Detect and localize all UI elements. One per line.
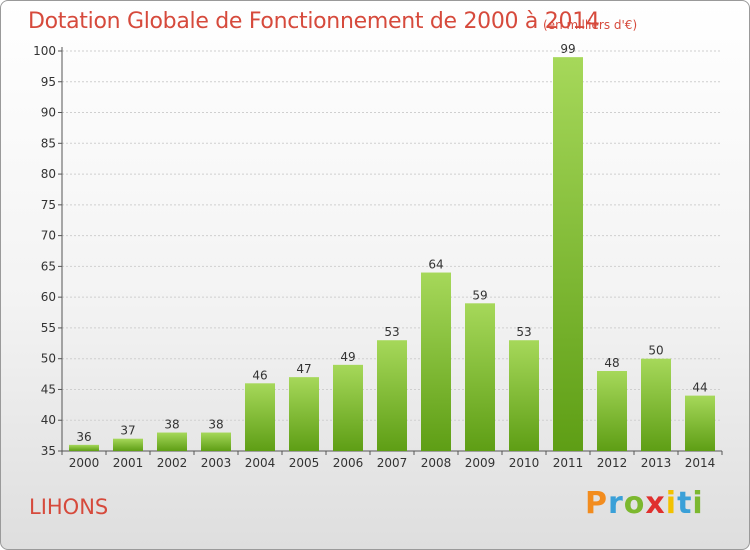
x-tick-label-2006: 2006 (333, 456, 364, 470)
bar-2006 (333, 364, 363, 451)
bar-2004 (245, 383, 275, 451)
y-tick-label: 80 (41, 167, 56, 181)
logo-letter: i (692, 486, 704, 521)
data-label-2012: 48 (604, 356, 619, 370)
grid-lines (58, 50, 722, 452)
bar-2009 (465, 303, 495, 451)
bar-2012 (597, 371, 627, 451)
bar-2010 (509, 340, 539, 451)
bar-2011 (553, 57, 583, 452)
y-tick-label: 100 (33, 44, 56, 58)
bar-2014 (685, 395, 715, 451)
x-tick-label-2007: 2007 (377, 456, 408, 470)
data-label-2014: 44 (692, 381, 707, 395)
x-tick-label-2002: 2002 (157, 456, 188, 470)
bar-2001 (113, 438, 143, 451)
y-tick-label: 60 (41, 290, 56, 304)
bar-2013 (641, 358, 671, 451)
y-tick-label: 90 (41, 106, 56, 120)
logo-letter: t (677, 486, 693, 521)
data-label-2001: 37 (120, 424, 135, 438)
bar-2002 (157, 432, 187, 451)
bar-2007 (377, 340, 407, 451)
logo-letter: x (645, 486, 666, 521)
x-tick-label-2013: 2013 (641, 456, 672, 470)
y-tick-label: 70 (41, 229, 56, 243)
logo-letter: P (585, 486, 608, 521)
x-tick-label-2011: 2011 (553, 456, 584, 470)
y-tick-label: 45 (41, 382, 56, 396)
logo-letter: o (623, 486, 646, 521)
x-tick-label-2014: 2014 (685, 456, 716, 470)
bar-2003 (201, 432, 231, 451)
y-tick-label: 65 (41, 259, 56, 273)
chart-title: Dotation Globale de Fonctionnement de 20… (28, 9, 600, 34)
commune-name: LIHONS (29, 495, 109, 519)
y-tick-label: 95 (41, 75, 56, 89)
data-label-2004: 46 (252, 368, 267, 382)
x-tick-labels: 2000 2001 2002 2003 2004 2005 2006 2007 2008 2009… (69, 456, 716, 470)
bar-2000 (69, 444, 99, 451)
data-label-2000: 36 (76, 430, 91, 444)
data-label-2013: 50 (648, 344, 663, 358)
x-tick-label-2004: 2004 (245, 456, 276, 470)
x-tick-label-2012: 2012 (597, 456, 628, 470)
x-tick-label-2009: 2009 (465, 456, 496, 470)
y-tick-label: 85 (41, 136, 56, 150)
x-tick-label-2008: 2008 (421, 456, 452, 470)
logo-letter: i (665, 486, 678, 521)
bars (69, 57, 715, 452)
x-tick-label-2000: 2000 (69, 456, 100, 470)
bar-2008 (421, 272, 451, 451)
y-tick-label: 35 (41, 444, 56, 458)
logo-letter: r (608, 486, 624, 521)
chart-unit: (en milliers d'€) (543, 18, 638, 32)
data-label-2003: 38 (208, 418, 223, 432)
proxiti-logo: Proxiti (585, 486, 704, 521)
x-tick-label-2001: 2001 (113, 456, 144, 470)
y-tick-labels: 35 40 45 50 55 60 65 70 75 80 85 90 95 100 (33, 44, 56, 458)
y-tick-label: 75 (41, 198, 56, 212)
data-label-2009: 59 (472, 288, 487, 302)
data-label-2005: 47 (296, 362, 311, 376)
y-tick-label: 40 (41, 413, 56, 427)
data-label-2002: 38 (164, 418, 179, 432)
y-tick-label: 55 (41, 321, 56, 335)
data-label-2010: 53 (516, 325, 531, 339)
data-labels: 36 37 38 38 46 47 49 53 64 59 53 99 48 50 44 (76, 42, 707, 444)
x-tick-label-2010: 2010 (509, 456, 540, 470)
x-tick-label-2005: 2005 (289, 456, 320, 470)
data-label-2008: 64 (428, 258, 443, 272)
data-label-2006: 49 (340, 350, 355, 364)
data-label-2011: 99 (560, 42, 575, 56)
bar-2005 (289, 377, 319, 451)
data-label-2007: 53 (384, 325, 399, 339)
y-tick-label: 50 (41, 352, 56, 366)
x-tick-label-2003: 2003 (201, 456, 232, 470)
